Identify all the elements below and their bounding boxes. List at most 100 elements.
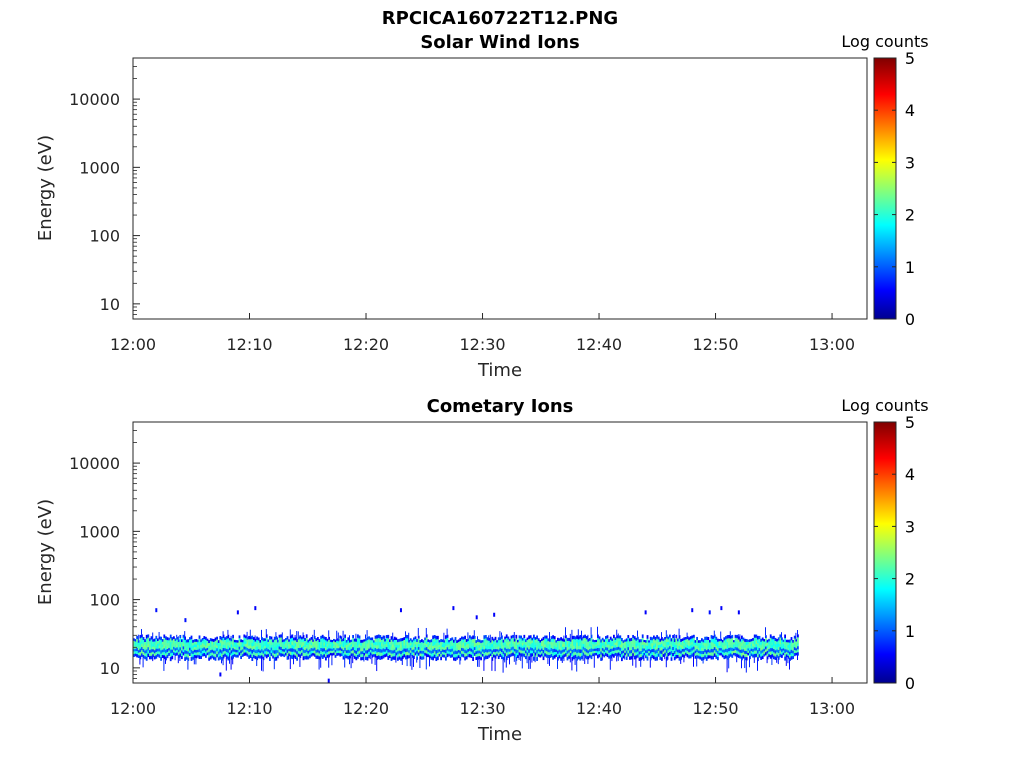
heatmap-cell [441, 654, 444, 658]
heatmap-cell [256, 636, 258, 641]
heatmap-cell [521, 655, 523, 669]
heatmap-cell [779, 640, 782, 645]
heatmap-cell [736, 653, 738, 658]
heatmap-cell [230, 656, 233, 660]
heatmap-cell [283, 644, 286, 647]
heatmap-cell [133, 638, 135, 642]
heatmap-cell [302, 632, 304, 636]
heatmap-cell [781, 640, 783, 644]
heatmap-cell [163, 637, 166, 642]
heatmap-cell [422, 645, 425, 649]
heatmap-cell [625, 647, 628, 651]
heatmap-cell [331, 655, 333, 666]
heatmap-cell [606, 638, 609, 642]
heatmap-cell [339, 647, 342, 651]
heatmap-cell [320, 651, 322, 655]
heatmap-cell [529, 647, 532, 651]
heatmap-cell [288, 655, 290, 660]
heatmap-cell [518, 655, 520, 660]
heatmap-cell [760, 653, 762, 657]
heatmap-cell [637, 642, 639, 646]
heatmap-cell [261, 652, 263, 656]
heatmap-cell [525, 642, 527, 646]
heatmap-cell [688, 643, 690, 647]
heatmap-cell [168, 647, 170, 651]
heatmap-cell [414, 644, 417, 648]
heatmap-cell [155, 642, 158, 646]
heatmap-cell [558, 641, 561, 645]
heatmap-cell [406, 655, 409, 659]
heatmap-cell [464, 642, 466, 647]
heatmap-cell [464, 649, 466, 654]
heatmap-cell [637, 636, 639, 640]
heatmap-cell [165, 656, 167, 661]
heatmap-cell [313, 641, 316, 646]
heatmap-cell [187, 660, 189, 670]
heatmap-cell [256, 659, 258, 667]
heatmap-cell [493, 646, 495, 650]
heatmap-cell [766, 656, 769, 660]
heatmap-cell [665, 645, 668, 650]
heatmap-cell [459, 644, 462, 648]
heatmap-cell [485, 635, 487, 639]
heatmap-cell [467, 632, 469, 639]
heatmap-cell [293, 651, 295, 655]
heatmap-cell [677, 641, 679, 645]
heatmap-cell [768, 643, 770, 647]
heatmap-cell [678, 642, 681, 647]
heatmap-cell [720, 650, 722, 654]
heatmap-cell [654, 653, 657, 658]
heatmap-cell [699, 645, 702, 649]
heatmap-cell [739, 649, 742, 653]
heatmap-cell [219, 652, 222, 657]
heatmap-cell [537, 651, 540, 655]
heatmap-cell [672, 650, 674, 654]
heatmap-cell [536, 657, 538, 661]
heatmap-cell [553, 645, 556, 650]
heatmap-cell [349, 635, 350, 640]
heatmap-cell [614, 637, 617, 641]
heatmap-cell [504, 647, 506, 651]
heatmap-cell [358, 653, 361, 657]
heatmap-cell [251, 639, 254, 644]
heatmap-cell [568, 637, 570, 642]
heatmap-cell [443, 645, 446, 648]
heatmap-cell [574, 645, 577, 650]
heatmap-cell [765, 643, 767, 647]
heatmap-cell [641, 648, 644, 653]
heatmap-cell [454, 657, 457, 662]
heatmap-cell [646, 642, 649, 647]
heatmap-cell [560, 640, 562, 645]
heatmap-cell [571, 635, 574, 640]
heatmap-cell [640, 645, 642, 649]
heatmap-cell [541, 653, 543, 657]
heatmap-cell [141, 643, 143, 648]
heatmap-cell [512, 649, 514, 653]
heatmap-cell [389, 649, 391, 653]
heatmap-cell [141, 650, 143, 654]
heatmap-cell [589, 640, 591, 644]
heatmap-cell [720, 652, 722, 656]
heatmap-cell [624, 639, 626, 642]
heatmap-cell [608, 639, 610, 643]
heatmap-cell [745, 641, 748, 646]
heatmap-cell [520, 641, 522, 645]
heatmap-cell [264, 640, 266, 644]
heatmap-cell [569, 650, 572, 654]
y-tick-label: 10 [100, 659, 120, 678]
heatmap-cell [397, 651, 399, 655]
heatmap-cell [552, 652, 554, 657]
heatmap-cell [507, 651, 510, 655]
heatmap-cell [629, 656, 631, 660]
heatmap-cell [645, 645, 647, 649]
heatmap-cell [326, 649, 329, 653]
heatmap-cell [797, 637, 799, 641]
heatmap-cell [133, 651, 135, 655]
heatmap-cell [587, 653, 590, 657]
heatmap-cell [288, 648, 290, 652]
heatmap-cell [459, 653, 462, 658]
heatmap-cell [291, 648, 294, 653]
heatmap-cell [621, 637, 623, 642]
heatmap-cell [757, 635, 759, 640]
heatmap-cell [318, 656, 321, 660]
